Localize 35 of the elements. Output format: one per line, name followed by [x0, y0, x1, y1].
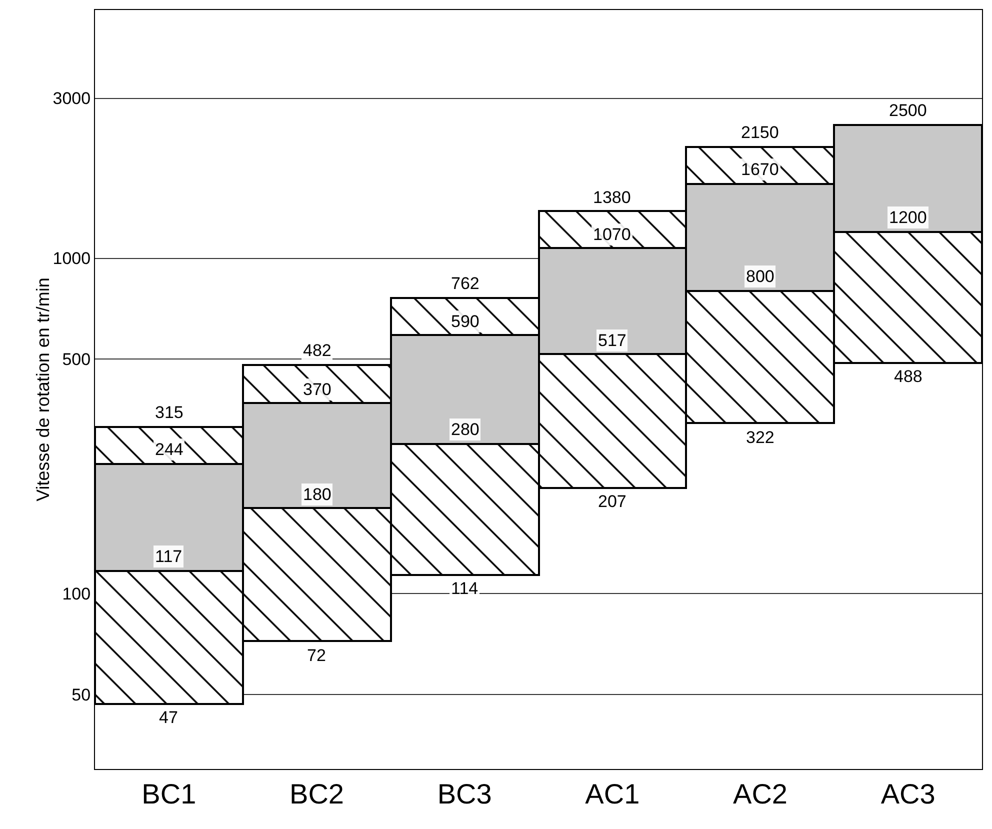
annotation: 370 — [303, 380, 332, 399]
y-axis-title: Vitesse de rotation en tr/min — [33, 278, 53, 502]
annotation: 2500 — [889, 101, 927, 120]
annotation: 117 — [155, 547, 182, 566]
annotation: 762 — [451, 274, 480, 293]
y-tick-label: 100 — [62, 584, 91, 604]
annotation: 488 — [894, 367, 922, 386]
annotation: 800 — [746, 267, 774, 286]
annotation: 1070 — [593, 225, 631, 244]
annotation: 482 — [303, 341, 332, 360]
annotation: 47 — [159, 708, 178, 727]
x-tick-label: AC2 — [733, 778, 788, 810]
annotation: 207 — [598, 492, 626, 511]
y-tick-label: 1000 — [52, 249, 91, 268]
annotation: 322 — [746, 428, 774, 447]
y-tick-label: 500 — [62, 350, 91, 370]
annotation: 1200 — [889, 208, 927, 227]
x-tick-label: BC1 — [142, 778, 196, 810]
x-tick-label: AC1 — [585, 778, 640, 810]
annotation: 72 — [307, 646, 326, 665]
annotation: 590 — [451, 312, 480, 331]
y-tick-label: 50 — [72, 686, 91, 705]
x-tick-label: BC3 — [437, 778, 492, 810]
x-tick-label: AC3 — [880, 778, 936, 810]
annotation: 315 — [155, 403, 184, 422]
annotation: 114 — [451, 579, 478, 598]
annotation: 1380 — [593, 188, 631, 207]
y-tick-label: 3000 — [52, 89, 91, 108]
annotation: 1670 — [741, 160, 779, 179]
x-tick-label: BC2 — [290, 778, 344, 810]
annotation: 2150 — [741, 123, 779, 142]
annotation: 517 — [598, 331, 626, 350]
annotation: 244 — [155, 440, 184, 459]
annotation: 180 — [303, 485, 332, 504]
annotation: 280 — [451, 420, 480, 439]
